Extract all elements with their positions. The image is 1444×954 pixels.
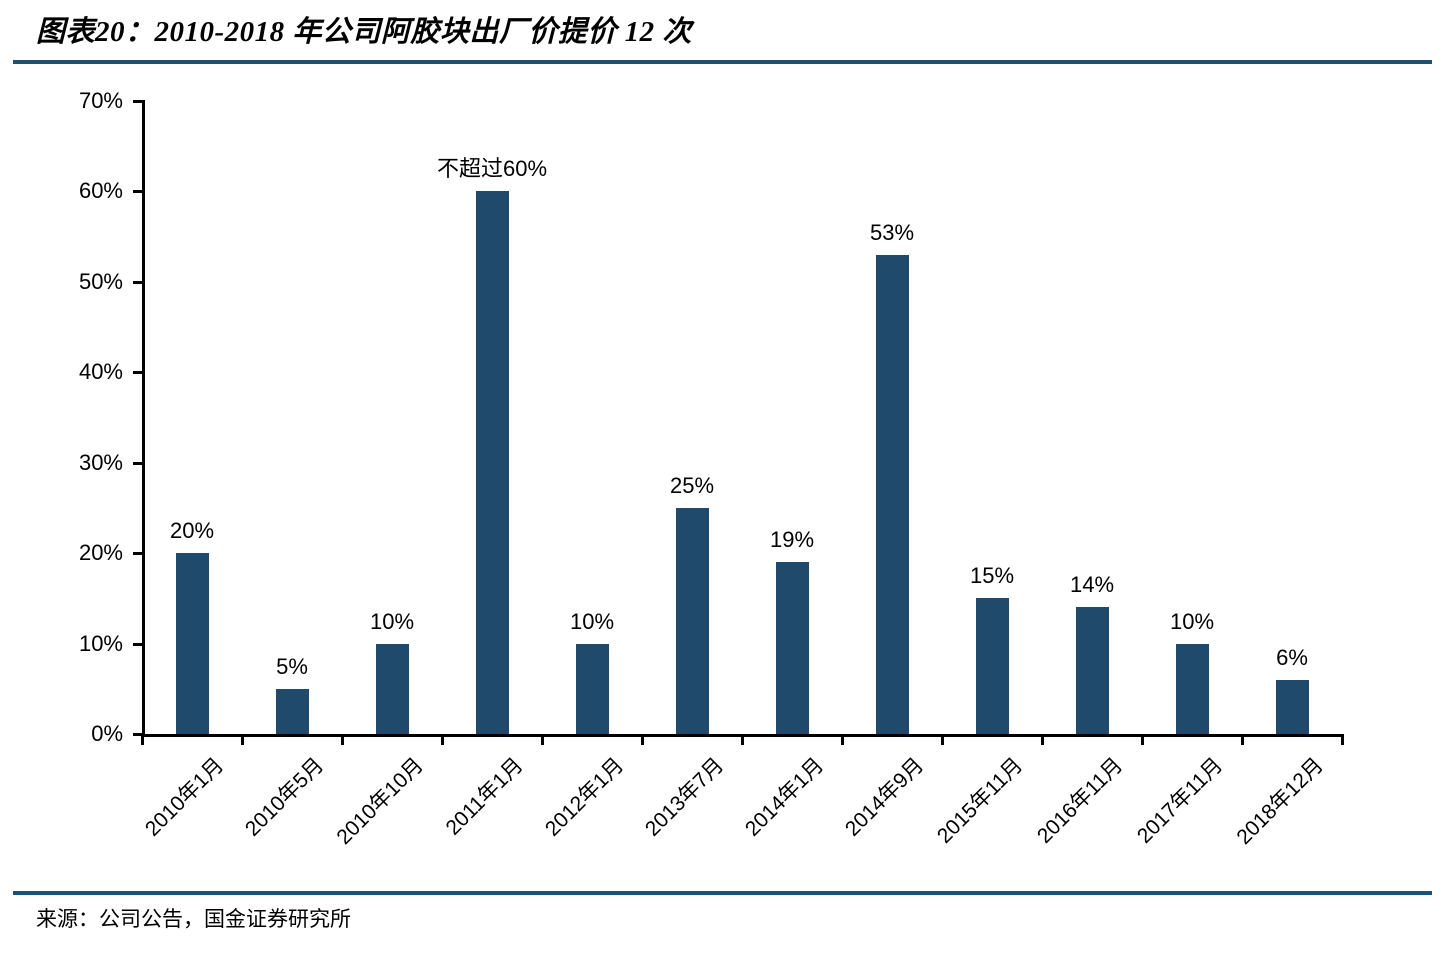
x-tick-mark [641, 734, 644, 745]
x-tick-mark [241, 734, 244, 745]
y-tick-mark [133, 100, 142, 103]
y-tick-mark [133, 280, 142, 284]
source-note: 来源：公司公告，国金证券研究所 [36, 907, 351, 931]
x-category-label: 2014年9月 [840, 753, 928, 841]
x-tick-mark [1041, 734, 1044, 745]
y-axis-tick-label: 0% [91, 721, 123, 746]
bar [875, 254, 909, 734]
bar-value-label: 20% [169, 518, 215, 544]
bar [675, 507, 709, 734]
y-axis-tick-label: 60% [78, 178, 123, 204]
bar [1275, 679, 1309, 734]
x-category-label: 2018年12月 [1232, 753, 1328, 850]
x-tick-mark [1141, 734, 1144, 745]
x-tick-mark [741, 734, 744, 745]
bar [375, 643, 409, 734]
x-category-label: 2014年1月 [740, 753, 828, 841]
bar-value-label: 25% [669, 472, 715, 498]
x-category-label: 2015年11月 [933, 753, 1028, 848]
y-axis-tick-label: 50% [78, 268, 123, 294]
bar [275, 688, 309, 734]
x-tick-mark [341, 734, 344, 745]
bar-value-label: 10% [1169, 608, 1215, 634]
y-tick-mark [133, 642, 142, 646]
footer-divider-rule [13, 891, 1432, 895]
x-category-label: 2016年11月 [1033, 753, 1128, 848]
figure-title: 图表20：2010-2018 年公司阿胶块出厂价提价 12 次 [36, 16, 692, 48]
y-tick-mark [133, 190, 142, 194]
y-axis-tick-label: 20% [78, 540, 123, 566]
x-category-label: 2013年7月 [640, 753, 728, 841]
y-tick-mark [133, 552, 142, 556]
bar-value-label: 6% [1276, 644, 1308, 670]
bar [575, 643, 609, 734]
x-tick-mark [541, 734, 544, 745]
bar-value-label: 5% [276, 653, 308, 679]
bar [1175, 643, 1209, 734]
bar-value-label: 15% [969, 563, 1015, 589]
y-tick-mark [133, 371, 142, 375]
bar-value-label: 19% [769, 527, 815, 553]
x-category-label: 2012年1月 [540, 753, 628, 841]
x-category-label: 2017年11月 [1133, 753, 1228, 848]
y-axis-line [142, 100, 145, 736]
bar [775, 562, 809, 734]
x-tick-mark [1241, 734, 1244, 745]
bar-value-label: 53% [869, 219, 915, 245]
y-axis-tick-label: 70% [78, 88, 123, 113]
x-tick-mark [941, 734, 944, 745]
bar [175, 553, 209, 734]
x-category-label: 2010年5月 [240, 753, 328, 841]
x-tick-mark [141, 734, 144, 745]
y-tick-mark [133, 461, 142, 465]
bar [475, 191, 509, 734]
x-tick-mark [841, 734, 844, 745]
bar-value-label: 14% [1069, 572, 1115, 598]
title-divider-rule [13, 60, 1432, 64]
bar [975, 598, 1009, 734]
x-tick-mark [1341, 734, 1344, 745]
bar [1075, 607, 1109, 734]
x-category-label: 2010年10月 [332, 753, 428, 850]
y-axis-tick-label: 40% [78, 359, 123, 385]
x-category-label: 2010年1月 [140, 753, 228, 841]
y-tick-mark [133, 733, 142, 736]
x-tick-mark [441, 734, 444, 745]
bar-value-label: 10% [369, 608, 415, 634]
y-axis-tick-label: 30% [78, 449, 123, 475]
y-axis-tick-label: 10% [78, 630, 123, 656]
bar-value-label: 10% [569, 608, 615, 634]
x-category-label: 2011年1月 [441, 753, 528, 840]
bar-value-label: 不超过60% [436, 156, 548, 182]
